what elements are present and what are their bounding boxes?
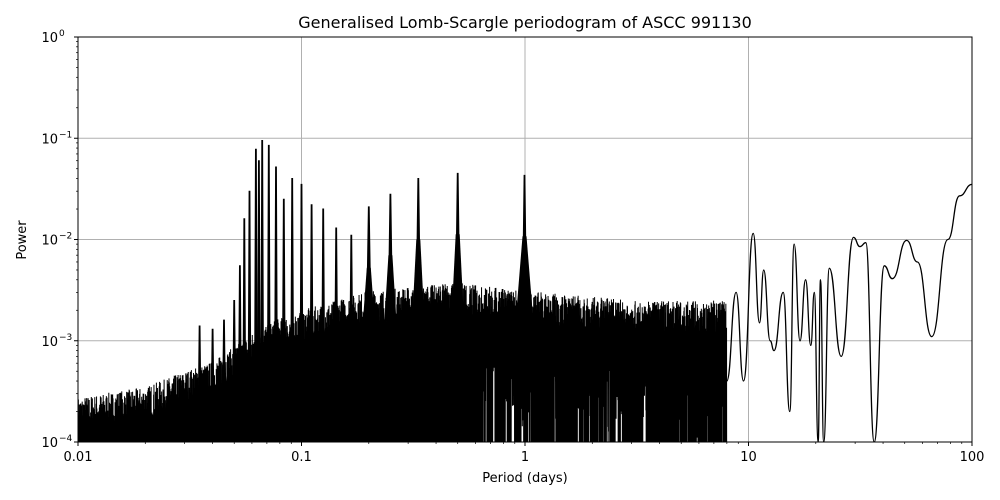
periodogram-peak — [197, 325, 202, 399]
periodogram-peak — [257, 160, 261, 362]
periodogram-peak — [238, 265, 242, 376]
y-tick-exponent: −4 — [59, 434, 73, 444]
periodogram-peak — [222, 319, 226, 387]
y-tick-exponent: −1 — [59, 130, 72, 140]
y-tick-exponent: −2 — [59, 232, 72, 242]
periodogram-peak — [321, 208, 325, 337]
x-axis-label: Period (days) — [482, 471, 568, 486]
x-tick-label: 0.01 — [64, 450, 93, 465]
y-tick-exponent: −3 — [59, 333, 72, 343]
y-tick-exponent: 0 — [59, 29, 65, 39]
y-tick-label: 10 — [41, 31, 58, 46]
y-axis-label: Power — [15, 220, 30, 260]
periodogram-peak — [274, 166, 278, 353]
x-tick-labels: 0.01 0.1 1 10 100 — [64, 450, 985, 465]
periodogram-peak — [349, 234, 354, 329]
periodogram-peak — [267, 144, 271, 355]
periodogram-series — [78, 140, 972, 442]
periodogram-peak — [299, 183, 304, 343]
periodogram-dense-fill — [78, 305, 476, 442]
chart-title: Generalised Lomb-Scargle periodogram of … — [298, 13, 752, 32]
periodogram-peak — [247, 190, 252, 369]
periodogram-peak — [260, 140, 264, 360]
x-tick-label: 0.1 — [291, 450, 312, 465]
periodogram-peak — [282, 198, 286, 350]
y-tick-label: 10 — [41, 132, 58, 147]
periodogram-peak-skirt — [515, 236, 534, 323]
periodogram-peak — [242, 218, 247, 372]
x-tick-label: 1 — [521, 450, 529, 465]
periodogram-peak-skirt — [451, 234, 464, 315]
axis-ticks — [74, 36, 973, 446]
periodogram-peak — [334, 227, 338, 333]
periodogram-peak — [210, 328, 215, 395]
periodogram-peak-skirt — [362, 267, 375, 323]
periodogram-peak-skirt — [412, 239, 425, 319]
periodogram-peak — [309, 204, 314, 341]
x-tick-label: 100 — [960, 450, 985, 465]
y-tick-label: 10 — [41, 335, 58, 350]
periodogram-peak — [254, 148, 258, 364]
periodogram-long-period-curve — [726, 183, 972, 442]
x-tick-label: 10 — [740, 450, 757, 465]
periodogram-peak — [232, 300, 236, 380]
y-tick-label: 10 — [41, 436, 58, 451]
periodogram-peak — [290, 178, 294, 347]
y-tick-label: 10 — [41, 234, 58, 249]
periodogram-peak-skirt — [384, 255, 397, 321]
